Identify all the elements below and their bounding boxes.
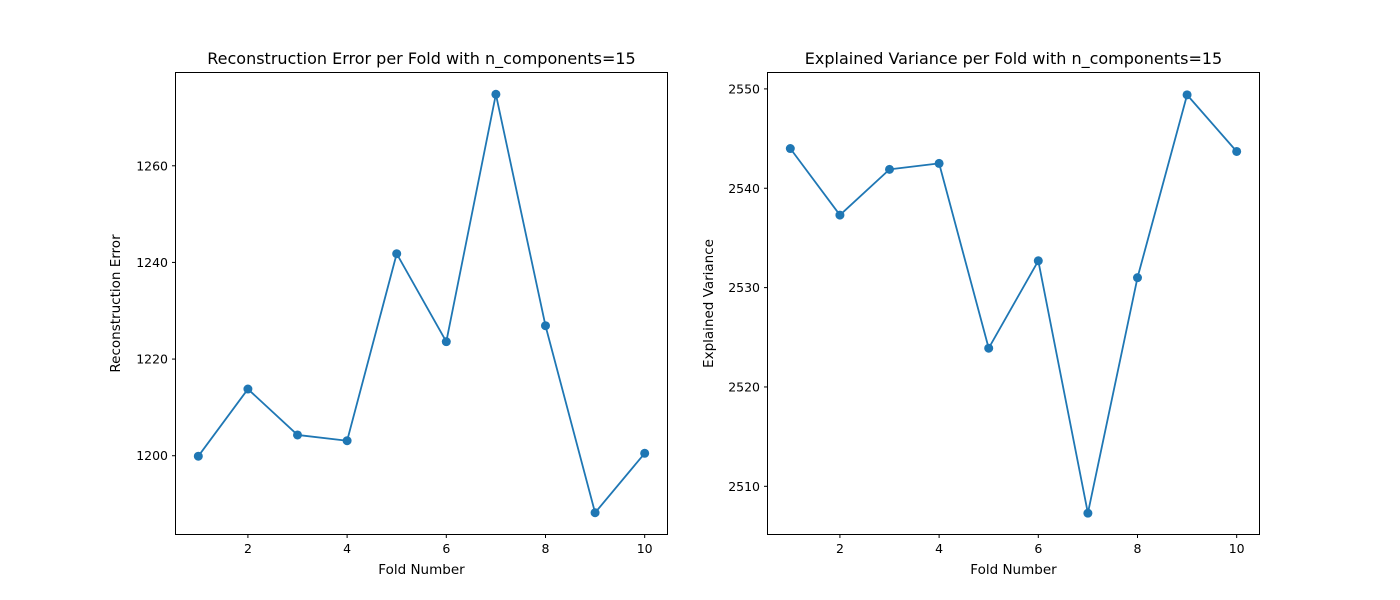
x-tick-label: 8 bbox=[542, 541, 550, 556]
data-point bbox=[1232, 146, 1242, 156]
y-tick-label: 1220 bbox=[136, 352, 168, 367]
y-tick-label: 1260 bbox=[136, 158, 168, 173]
data-point bbox=[590, 508, 600, 518]
chart-title: Reconstruction Error per Fold with n_com… bbox=[207, 49, 635, 69]
marker-group bbox=[193, 89, 650, 518]
data-point bbox=[984, 343, 994, 353]
data-point bbox=[193, 451, 203, 461]
y-tick-label: 2510 bbox=[728, 479, 760, 494]
chart-title: Explained Variance per Fold with n_compo… bbox=[805, 49, 1222, 69]
data-point bbox=[540, 321, 550, 331]
y-tick-label: 2540 bbox=[728, 181, 760, 196]
plot-frame bbox=[767, 72, 1260, 535]
tick-group: 2 4 6 8 10 2510 2520 2530 2540 2550 bbox=[728, 81, 1244, 556]
plot-frame bbox=[175, 72, 668, 535]
data-point bbox=[491, 89, 501, 99]
x-tick-label: 4 bbox=[343, 541, 351, 556]
x-axis-label: Fold Number bbox=[970, 562, 1057, 578]
y-axis-label: Explained Variance bbox=[701, 239, 717, 368]
series-line bbox=[197, 93, 646, 514]
y-tick-label: 1200 bbox=[136, 448, 168, 463]
data-point bbox=[640, 448, 650, 458]
data-point bbox=[1033, 256, 1043, 266]
data-point bbox=[1083, 508, 1093, 518]
x-axis-label: Fold Number bbox=[378, 562, 465, 578]
data-point bbox=[835, 210, 845, 220]
y-tick-label: 1240 bbox=[136, 255, 168, 270]
y-tick-label: 2530 bbox=[728, 280, 760, 295]
y-tick-label: 2520 bbox=[728, 379, 760, 394]
data-point bbox=[1182, 90, 1192, 100]
data-point bbox=[934, 158, 944, 168]
x-tick-label: 6 bbox=[1034, 541, 1042, 556]
x-tick-label: 2 bbox=[836, 541, 844, 556]
data-point bbox=[785, 144, 795, 154]
series-line bbox=[789, 93, 1238, 515]
data-point bbox=[293, 430, 303, 440]
data-point bbox=[441, 337, 451, 347]
tick-group: 2 4 6 8 10 1200 1220 1240 1260 bbox=[136, 158, 652, 556]
x-tick-label: 10 bbox=[637, 541, 653, 556]
x-tick-label: 10 bbox=[1229, 541, 1245, 556]
x-tick-label: 6 bbox=[442, 541, 450, 556]
chart-reconstruction-error: Reconstruction Error per Fold with n_com… bbox=[108, 49, 668, 578]
data-point bbox=[1132, 273, 1142, 283]
data-point bbox=[243, 384, 253, 394]
marker-group bbox=[785, 90, 1242, 518]
data-point bbox=[885, 164, 895, 174]
data-point bbox=[342, 436, 352, 446]
x-tick-label: 2 bbox=[244, 541, 252, 556]
x-tick-label: 4 bbox=[935, 541, 943, 556]
y-axis-label: Reconstruction Error bbox=[108, 234, 124, 373]
data-point bbox=[392, 249, 402, 259]
x-tick-label: 8 bbox=[1134, 541, 1142, 556]
y-tick-label: 2550 bbox=[728, 81, 760, 96]
chart-explained-variance: Explained Variance per Fold with n_compo… bbox=[701, 49, 1260, 578]
